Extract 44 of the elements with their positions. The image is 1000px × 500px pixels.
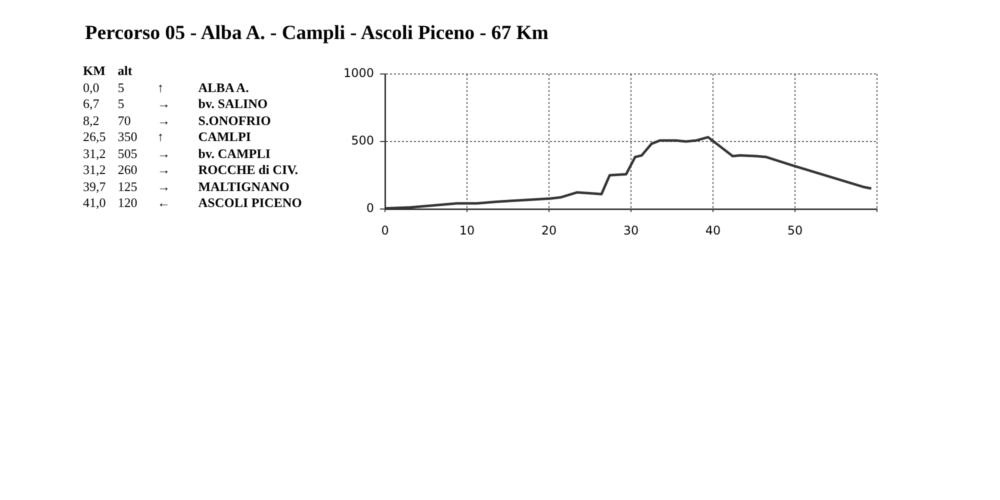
text: 5 [118,96,126,112]
text: → [157,162,172,178]
text: KM [83,63,106,80]
text: 260 [118,162,138,178]
text: 8,2 [83,112,100,129]
y-tick-label: 500 [351,134,374,148]
text: bv. SALINO [198,96,269,112]
text: ALBA A. [198,80,250,96]
x-tick-label: 30 [623,223,639,238]
text: alt [118,63,134,80]
x-tick-label: 50 [787,223,803,238]
text: → [157,146,172,162]
text: 39,7 [83,178,107,195]
text: → [157,112,172,129]
x-tick-label: 20 [541,223,557,238]
x-tick-label: 40 [705,223,721,238]
y-tick-label: 0 [366,201,374,216]
text: ↑ [157,80,165,96]
x-tick-label: 0 [381,223,389,238]
text: 120 [118,195,138,212]
text: 26,5 [83,129,107,146]
text: → [157,178,172,195]
text: → [157,96,172,112]
text: MALTIGNANO [198,178,291,195]
text: 6,7 [83,96,100,112]
text: 350 [118,129,138,146]
text: 505 [118,146,138,162]
chart-title: Percorso 05 - Alba A. - Campli - Ascoli Piceno - 67 Km [85,22,548,45]
text: 31,2 [83,162,107,178]
text: CAMLPI [198,129,252,146]
text: bv. CAMPLI [198,146,272,162]
text: 70 [118,112,132,129]
text: 31,2 [83,146,107,162]
text: 125 [118,178,138,195]
text: 41,0 [83,195,107,212]
x-tick-label: 10 [459,223,475,238]
text: 0,0 [83,80,100,96]
text: 5 [118,80,126,96]
text: S.ONOFRIO [198,112,272,129]
text: ROCCHE di CIV. [198,162,300,178]
y-tick-label: 1000 [343,66,374,80]
text: ASCOLI PICENO [198,195,302,212]
text: ↑ [157,129,165,146]
text: ← [157,195,172,212]
